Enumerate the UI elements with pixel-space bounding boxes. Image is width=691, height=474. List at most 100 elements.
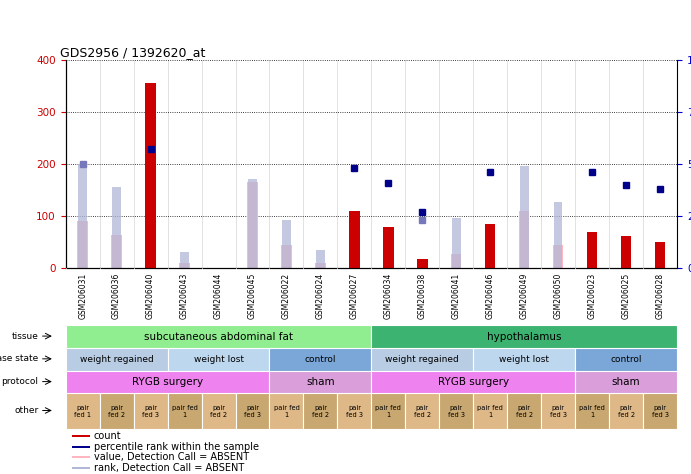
Text: pair
fed 1: pair fed 1 xyxy=(74,405,91,418)
Bar xyxy=(180,263,190,268)
Text: GSM206034: GSM206034 xyxy=(384,273,393,319)
Text: sham: sham xyxy=(612,377,641,387)
Bar xyxy=(621,236,632,268)
Bar xyxy=(247,182,258,268)
Bar xyxy=(541,393,575,429)
Bar xyxy=(519,211,529,268)
Bar xyxy=(111,236,122,268)
Text: pair
fed 3: pair fed 3 xyxy=(346,405,363,418)
Text: weight lost: weight lost xyxy=(500,355,549,364)
Bar xyxy=(439,393,473,429)
Text: value, Detection Call = ABSENT: value, Detection Call = ABSENT xyxy=(93,452,249,462)
Text: pair fed
1: pair fed 1 xyxy=(375,405,401,418)
Bar xyxy=(371,393,406,429)
Bar xyxy=(281,245,292,268)
Bar xyxy=(100,393,133,429)
Text: disease state: disease state xyxy=(0,355,39,364)
Text: pair
fed 2: pair fed 2 xyxy=(414,405,431,418)
Bar xyxy=(180,252,189,268)
Text: sham: sham xyxy=(306,377,334,387)
Bar xyxy=(371,325,677,348)
Bar xyxy=(417,259,428,268)
Text: GSM206040: GSM206040 xyxy=(146,273,155,319)
Bar xyxy=(575,348,677,371)
Text: count: count xyxy=(93,431,121,441)
Text: rank, Detection Call = ABSENT: rank, Detection Call = ABSENT xyxy=(93,463,244,473)
Bar xyxy=(451,254,462,268)
Bar xyxy=(72,446,91,448)
Text: GSM206027: GSM206027 xyxy=(350,273,359,319)
Text: GSM206031: GSM206031 xyxy=(78,273,87,319)
Bar xyxy=(72,456,91,458)
Bar xyxy=(575,393,609,429)
Text: pair
fed 2: pair fed 2 xyxy=(312,405,329,418)
Bar xyxy=(269,371,371,393)
Text: RYGB surgery: RYGB surgery xyxy=(132,377,203,387)
Text: GSM206043: GSM206043 xyxy=(180,273,189,319)
Text: pair
fed 3: pair fed 3 xyxy=(142,405,159,418)
Bar xyxy=(554,201,562,268)
Bar xyxy=(575,371,677,393)
Text: pair fed
1: pair fed 1 xyxy=(477,405,503,418)
Bar xyxy=(167,348,269,371)
Bar xyxy=(507,393,541,429)
Text: GSM206041: GSM206041 xyxy=(452,273,461,319)
Bar xyxy=(113,187,121,268)
Bar xyxy=(66,325,371,348)
Bar xyxy=(66,348,167,371)
Text: GSM206046: GSM206046 xyxy=(486,273,495,319)
Bar xyxy=(72,435,91,438)
Text: pair
fed 2: pair fed 2 xyxy=(515,405,533,418)
Bar xyxy=(66,393,100,429)
Text: weight lost: weight lost xyxy=(193,355,243,364)
Text: GDS2956 / 1392620_at: GDS2956 / 1392620_at xyxy=(59,46,205,59)
Text: pair
fed 3: pair fed 3 xyxy=(652,405,669,418)
Bar xyxy=(145,83,155,268)
Text: GSM206024: GSM206024 xyxy=(316,273,325,319)
Text: GSM206036: GSM206036 xyxy=(112,273,121,319)
Bar xyxy=(587,232,598,268)
Bar xyxy=(643,393,677,429)
Bar xyxy=(315,263,325,268)
Bar xyxy=(406,393,439,429)
Bar xyxy=(236,393,269,429)
Text: pair fed
1: pair fed 1 xyxy=(171,405,198,418)
Bar xyxy=(202,393,236,429)
Bar xyxy=(133,393,167,429)
Bar xyxy=(248,179,257,268)
Bar xyxy=(72,466,91,469)
Bar xyxy=(473,348,575,371)
Text: GSM206038: GSM206038 xyxy=(418,273,427,319)
Text: GSM206023: GSM206023 xyxy=(588,273,597,319)
Text: GSM206044: GSM206044 xyxy=(214,273,223,319)
Text: tissue: tissue xyxy=(12,332,39,341)
Bar xyxy=(337,393,371,429)
Text: pair
fed 3: pair fed 3 xyxy=(244,405,261,418)
Bar xyxy=(384,227,394,268)
Bar xyxy=(473,393,507,429)
Bar xyxy=(269,393,303,429)
Text: RYGB surgery: RYGB surgery xyxy=(438,377,509,387)
Text: pair
fed 2: pair fed 2 xyxy=(108,405,125,418)
Bar xyxy=(371,348,473,371)
Bar xyxy=(316,249,325,268)
Text: GSM206049: GSM206049 xyxy=(520,273,529,319)
Text: hypothalamus: hypothalamus xyxy=(487,331,562,342)
Bar xyxy=(609,393,643,429)
Text: pair
fed 2: pair fed 2 xyxy=(210,405,227,418)
Bar xyxy=(520,166,529,268)
Text: GSM206025: GSM206025 xyxy=(622,273,631,319)
Bar xyxy=(66,371,269,393)
Bar xyxy=(371,371,575,393)
Text: GSM206022: GSM206022 xyxy=(282,273,291,319)
Text: GSM206028: GSM206028 xyxy=(656,273,665,319)
Text: weight regained: weight regained xyxy=(79,355,153,364)
Bar xyxy=(655,242,665,268)
Bar xyxy=(303,393,337,429)
Bar xyxy=(452,218,461,268)
Text: control: control xyxy=(305,355,337,364)
Text: subcutaneous abdominal fat: subcutaneous abdominal fat xyxy=(144,331,293,342)
Text: pair fed
1: pair fed 1 xyxy=(579,405,605,418)
Text: pair
fed 3: pair fed 3 xyxy=(448,405,465,418)
Text: weight regained: weight regained xyxy=(386,355,460,364)
